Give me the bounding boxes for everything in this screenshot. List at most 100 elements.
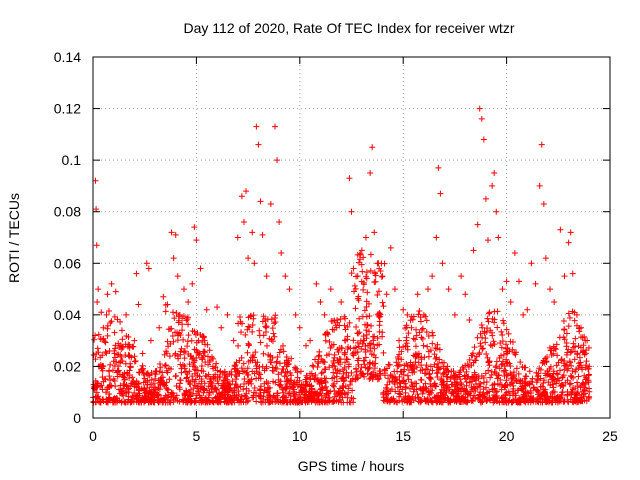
- data-point: [560, 318, 567, 325]
- data-point: [115, 351, 122, 358]
- data-point: [250, 389, 257, 396]
- data-point: [410, 335, 417, 342]
- data-point: [533, 396, 540, 403]
- data-point: [573, 311, 580, 318]
- data-point: [404, 346, 411, 353]
- data-point: [544, 353, 551, 360]
- data-point: [271, 123, 278, 130]
- data-point: [217, 395, 224, 402]
- data-point: [515, 370, 522, 377]
- data-point: [414, 391, 421, 398]
- data-point: [116, 386, 123, 393]
- data-point: [257, 198, 264, 205]
- data-point: [259, 231, 266, 238]
- data-point: [429, 340, 436, 347]
- data-point: [238, 396, 245, 403]
- data-point: [528, 260, 535, 267]
- data-point: [118, 327, 125, 334]
- data-point: [336, 345, 343, 352]
- data-point: [573, 392, 580, 399]
- data-point: [103, 399, 110, 406]
- data-point: [184, 316, 191, 323]
- data-point: [429, 273, 436, 280]
- data-point: [293, 365, 300, 372]
- data-point: [439, 379, 446, 386]
- data-point: [417, 399, 424, 406]
- data-point: [484, 315, 491, 322]
- data-point: [135, 397, 142, 404]
- data-point: [363, 303, 370, 310]
- data-point: [241, 392, 248, 399]
- data-point: [188, 397, 195, 404]
- data-point: [394, 384, 401, 391]
- data-point: [303, 381, 310, 388]
- data-point: [177, 377, 184, 384]
- data-point: [553, 380, 560, 387]
- data-point: [543, 399, 550, 406]
- data-point: [554, 375, 561, 382]
- data-point: [485, 318, 492, 325]
- data-point: [198, 362, 205, 369]
- data-point: [551, 298, 558, 305]
- data-point: [296, 377, 303, 384]
- data-point: [377, 267, 384, 274]
- data-point: [404, 372, 411, 379]
- data-point: [166, 353, 173, 360]
- data-point: [185, 332, 192, 339]
- data-point: [477, 343, 484, 350]
- data-point: [339, 384, 346, 391]
- data-point: [505, 330, 512, 337]
- data-point: [518, 385, 525, 392]
- data-point: [366, 312, 373, 319]
- data-point: [231, 366, 238, 373]
- data-point: [477, 380, 484, 387]
- data-point: [337, 356, 344, 363]
- data-point: [94, 298, 101, 305]
- data-point: [111, 313, 118, 320]
- data-point: [224, 311, 231, 318]
- data-point: [370, 337, 377, 344]
- data-point: [331, 380, 338, 387]
- data-point: [280, 348, 287, 355]
- data-point: [315, 377, 322, 384]
- data-point: [374, 375, 381, 382]
- data-point: [464, 361, 471, 368]
- data-point: [144, 370, 151, 377]
- data-point: [251, 260, 258, 267]
- data-point: [110, 358, 117, 365]
- data-point: [332, 390, 339, 397]
- data-point: [195, 388, 202, 395]
- data-point: [394, 362, 401, 369]
- data-point: [281, 396, 288, 403]
- data-point: [362, 234, 369, 241]
- data-point: [271, 333, 278, 340]
- data-point: [575, 373, 582, 380]
- data-point: [168, 366, 175, 373]
- data-point: [409, 316, 416, 323]
- data-point: [407, 396, 414, 403]
- data-point: [112, 354, 119, 361]
- data-point: [346, 319, 353, 326]
- data-point: [214, 304, 221, 311]
- data-point: [183, 317, 190, 324]
- data-point: [374, 292, 381, 299]
- data-point: [460, 388, 467, 395]
- data-point: [174, 353, 181, 360]
- data-point: [228, 371, 235, 378]
- data-point: [326, 351, 333, 358]
- data-point: [249, 354, 256, 361]
- data-point: [192, 376, 199, 383]
- data-point: [461, 396, 468, 403]
- data-point: [106, 384, 113, 391]
- data-point: [572, 368, 579, 375]
- data-point: [206, 376, 213, 383]
- data-point: [222, 375, 229, 382]
- data-point: [423, 328, 430, 335]
- data-point: [375, 312, 382, 319]
- data-point: [428, 398, 435, 405]
- data-point: [439, 399, 446, 406]
- data-point: [188, 353, 195, 360]
- data-point: [204, 341, 211, 348]
- data-point: [360, 254, 367, 261]
- data-point: [263, 363, 270, 370]
